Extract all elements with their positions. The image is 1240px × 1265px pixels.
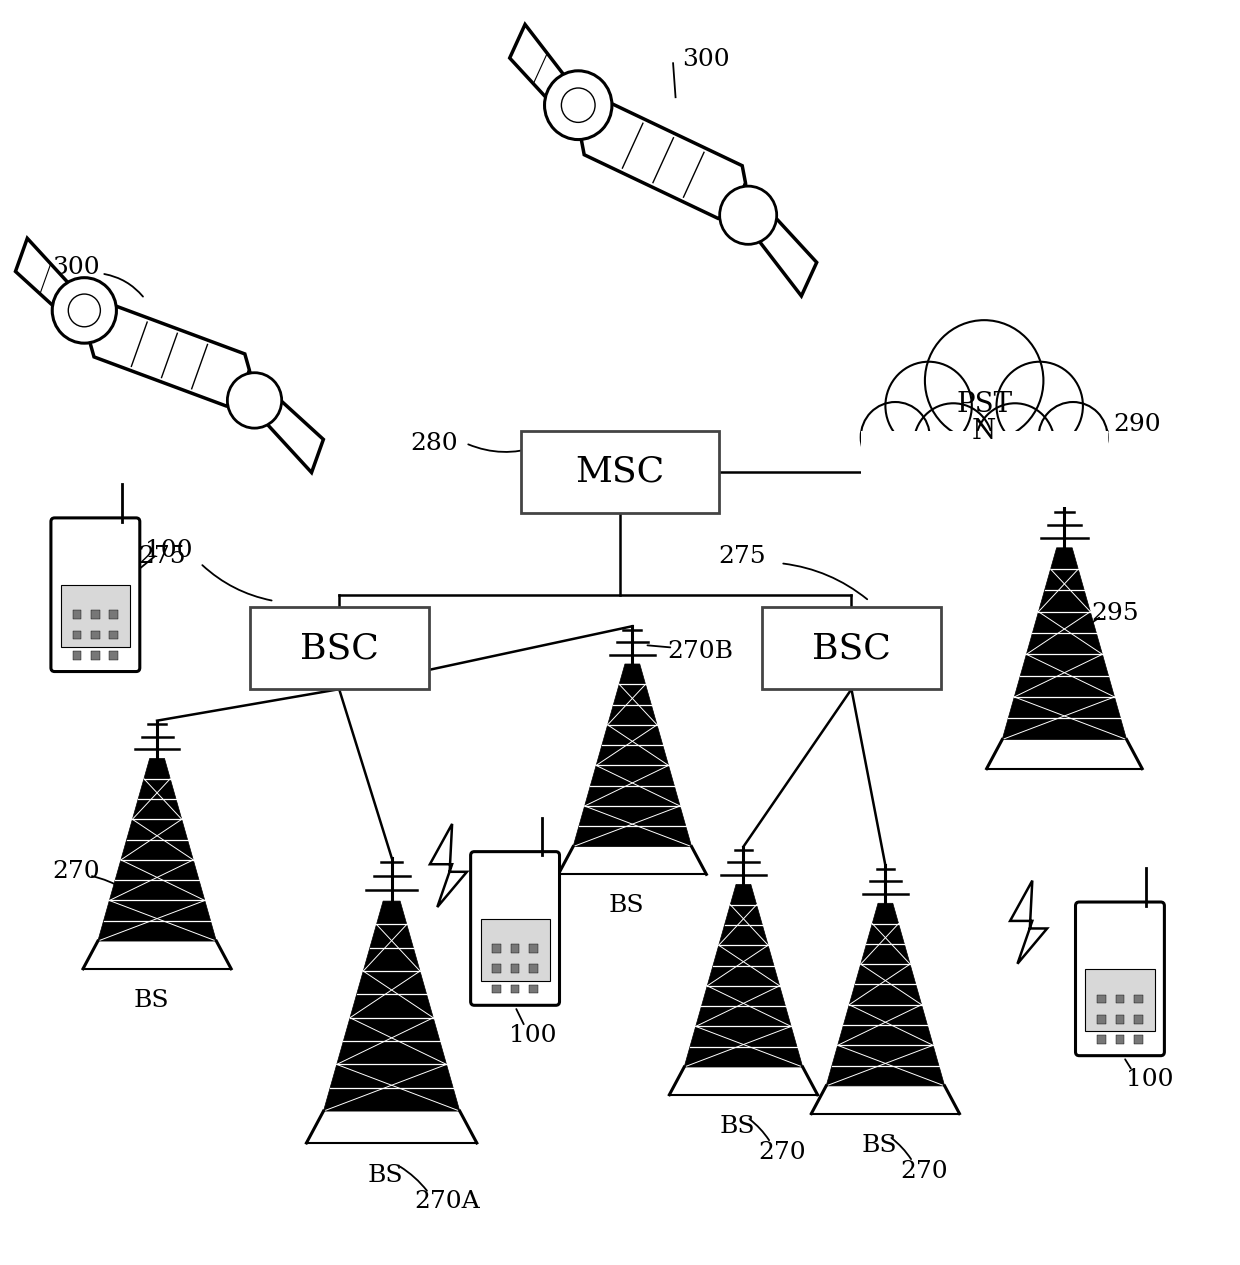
Circle shape <box>562 89 595 123</box>
Circle shape <box>885 362 972 450</box>
FancyBboxPatch shape <box>1075 902 1164 1056</box>
Text: 290: 290 <box>1114 414 1162 436</box>
Bar <box>73 650 82 659</box>
Text: 270A: 270A <box>414 1190 480 1213</box>
Text: 100: 100 <box>145 539 192 562</box>
Bar <box>511 984 520 993</box>
Bar <box>492 984 501 993</box>
Text: 295: 295 <box>1091 602 1140 625</box>
FancyBboxPatch shape <box>471 851 559 1006</box>
Text: 100: 100 <box>1126 1068 1173 1092</box>
Polygon shape <box>510 24 593 135</box>
Bar <box>1085 969 1154 1031</box>
Polygon shape <box>580 102 745 219</box>
Circle shape <box>925 320 1043 441</box>
Polygon shape <box>15 238 98 339</box>
Text: MSC: MSC <box>575 455 665 488</box>
Bar <box>1133 1035 1142 1044</box>
Bar <box>861 431 1107 500</box>
Circle shape <box>227 373 281 428</box>
Bar <box>1116 1015 1125 1023</box>
Polygon shape <box>324 901 460 1111</box>
Bar <box>861 431 1107 506</box>
FancyBboxPatch shape <box>51 517 140 672</box>
Bar <box>1133 1015 1142 1023</box>
Text: 270: 270 <box>52 860 99 883</box>
Circle shape <box>997 362 1083 450</box>
Text: 300: 300 <box>52 256 99 278</box>
Circle shape <box>544 71 611 139</box>
Polygon shape <box>684 884 802 1066</box>
Polygon shape <box>734 185 817 296</box>
Bar <box>1116 994 1125 1003</box>
Polygon shape <box>1002 548 1127 740</box>
Polygon shape <box>241 372 324 473</box>
Bar <box>91 631 99 639</box>
Text: 270: 270 <box>900 1160 947 1183</box>
Bar <box>521 431 719 512</box>
Bar <box>529 944 538 953</box>
Bar <box>511 964 520 973</box>
Bar <box>249 607 429 689</box>
Bar <box>1116 1035 1125 1044</box>
Text: BS: BS <box>719 1114 755 1137</box>
Circle shape <box>719 186 776 244</box>
Bar <box>1097 1035 1106 1044</box>
Text: BSC: BSC <box>812 631 890 665</box>
Bar <box>492 964 501 973</box>
Bar <box>109 631 118 639</box>
Circle shape <box>914 404 993 484</box>
Bar <box>1097 994 1106 1003</box>
Bar <box>481 918 549 982</box>
Polygon shape <box>98 759 216 941</box>
Bar <box>492 944 501 953</box>
Polygon shape <box>430 824 467 907</box>
Bar <box>61 586 130 648</box>
Text: BS: BS <box>862 1133 897 1156</box>
Text: 270B: 270B <box>667 640 733 663</box>
Text: BS: BS <box>367 1164 403 1187</box>
Circle shape <box>1038 402 1107 473</box>
Polygon shape <box>1011 880 1047 964</box>
Circle shape <box>68 293 100 326</box>
Bar <box>73 611 82 620</box>
Bar <box>109 611 118 620</box>
Circle shape <box>976 404 1054 484</box>
Polygon shape <box>573 664 692 846</box>
Text: 275: 275 <box>719 545 766 568</box>
Bar <box>109 650 118 659</box>
Bar <box>529 984 538 993</box>
Bar <box>511 944 520 953</box>
Bar <box>91 650 99 659</box>
Bar <box>1097 1015 1106 1023</box>
Text: 300: 300 <box>682 48 729 71</box>
Text: BSC: BSC <box>300 631 378 665</box>
Text: BS: BS <box>609 894 644 917</box>
Bar <box>73 631 82 639</box>
Bar <box>1133 994 1142 1003</box>
Circle shape <box>52 278 117 343</box>
Text: BS: BS <box>133 989 169 1012</box>
Text: PST
N: PST N <box>956 391 1012 445</box>
Text: 100: 100 <box>508 1025 557 1047</box>
Text: 270: 270 <box>758 1141 806 1164</box>
Polygon shape <box>826 903 945 1085</box>
Bar <box>91 611 99 620</box>
Polygon shape <box>89 305 249 406</box>
Text: 280: 280 <box>410 431 458 455</box>
Text: 275: 275 <box>139 545 186 568</box>
Bar <box>761 607 941 689</box>
Bar <box>529 964 538 973</box>
Circle shape <box>861 402 930 473</box>
